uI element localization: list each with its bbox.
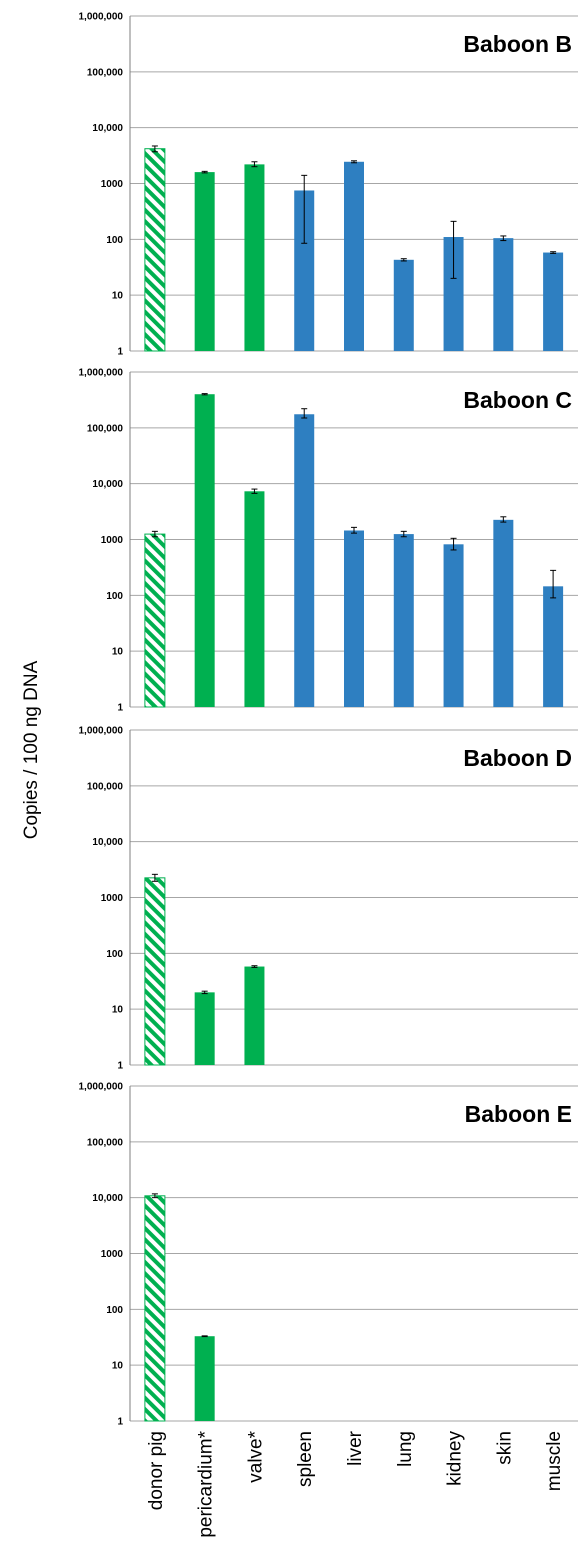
y-tick-label: 10,000 [92,123,123,134]
y-tick-label: 100 [106,1305,123,1316]
panel-baboon-b: 1 10 100 1000 10,000 100,000 1,000,000 Baboon B [79,12,578,358]
error-bar [251,488,258,494]
bar-skin [493,519,514,707]
y-tick-label: 1000 [101,1249,124,1260]
y-tick-label: 1000 [101,535,124,546]
error-bar [201,1335,208,1338]
error-bar [251,161,258,168]
panel-title: Baboon C [463,387,572,413]
y-tick-label: 1 [117,347,123,358]
bar-donorpig [144,533,166,708]
y-tick-label: 10 [112,1361,124,1372]
panel-title: Baboon B [463,31,572,57]
bar-donorpig [144,148,166,352]
panel-baboon-d: 1 10 100 1000 10,000 100,000 1,000,000 Baboon D [79,726,578,1072]
bar-pericardium [194,172,215,351]
x-tick-label: skin [494,1431,515,1465]
y-tick-label: 1 [117,703,123,714]
bar-liver [344,530,364,707]
bar-pericardium [194,992,215,1065]
x-tick-label: donor pig [146,1431,167,1510]
bar-kidney [443,544,464,707]
y-tick-label: 1,000,000 [79,726,124,737]
bar-donorpig [144,1195,166,1422]
error-bar [151,530,158,538]
x-tick-label: muscle [544,1431,565,1491]
bar-spleen [294,414,315,707]
error-bar [400,258,407,262]
y-tick-label: 1 [117,1417,123,1428]
panel-baboon-c: 1 10 100 1000 10,000 100,000 1,000,000 Baboon C [79,368,578,714]
y-tick-label: 10,000 [92,837,123,848]
error-bar [251,965,258,968]
panel-title: Baboon E [465,1101,572,1127]
y-tick-label: 100,000 [87,1137,124,1148]
y-tick-label: 100 [106,949,123,960]
bar-skin [493,238,514,351]
bar-donorpig [144,877,166,1066]
bar-lung [393,259,414,351]
x-tick-label: liver [345,1430,366,1466]
error-bar [550,569,557,599]
y-tick-label: 100,000 [87,423,124,434]
x-tick-label: pericardium* [196,1430,217,1537]
panel-baboon-e: 1 10 100 1000 10,000 100,000 1,000,000 Baboon E [79,1082,578,1428]
bar-liver [344,161,364,351]
error-bar [500,516,507,523]
error-bar [450,537,457,551]
bar-pericardium [194,394,215,707]
y-tick-label: 100,000 [87,67,124,78]
error-bar [151,145,158,153]
error-bar [301,408,308,419]
y-tick-label: 100 [106,591,123,602]
error-bar [450,220,457,279]
error-bar [500,235,507,242]
y-tick-label: 1,000,000 [79,12,124,23]
bar-lung [393,534,414,707]
bar-valve [244,966,265,1065]
error-bar [550,251,557,254]
y-tick-label: 100 [106,235,123,246]
bar-kidney [443,237,464,351]
y-axis-title: Copies / 100 ng DNA [21,660,42,839]
panel-title: Baboon D [463,745,572,771]
y-tick-label: 10 [112,1005,124,1016]
y-tick-label: 1,000,000 [79,368,124,379]
bar-valve [244,164,265,351]
y-tick-label: 1000 [101,893,124,904]
bar-spleen [294,190,315,351]
x-tick-label: valve* [245,1430,266,1482]
x-tick-label: spleen [295,1431,316,1487]
error-bar [151,1193,158,1199]
error-bar [151,873,158,882]
y-tick-label: 1,000,000 [79,1082,124,1093]
y-tick-label: 1000 [101,179,124,190]
error-bar [201,170,208,174]
bar-muscle [543,252,564,351]
y-tick-label: 10,000 [92,1193,123,1204]
bar-muscle [543,586,564,707]
error-bar [201,990,208,995]
error-bar [301,174,308,244]
bar-valve [244,491,265,707]
bar-pericardium [194,1336,215,1421]
error-bar [400,530,407,538]
error-bar [201,393,208,396]
x-tick-label: lung [395,1431,416,1467]
y-tick-label: 10 [112,291,124,302]
error-bar [351,160,357,164]
y-tick-label: 10,000 [92,479,123,490]
error-bar [351,526,357,534]
y-tick-label: 100,000 [87,781,124,792]
y-tick-label: 10 [112,647,124,658]
y-tick-label: 1 [117,1061,123,1072]
x-tick-label: kidney [445,1431,466,1486]
